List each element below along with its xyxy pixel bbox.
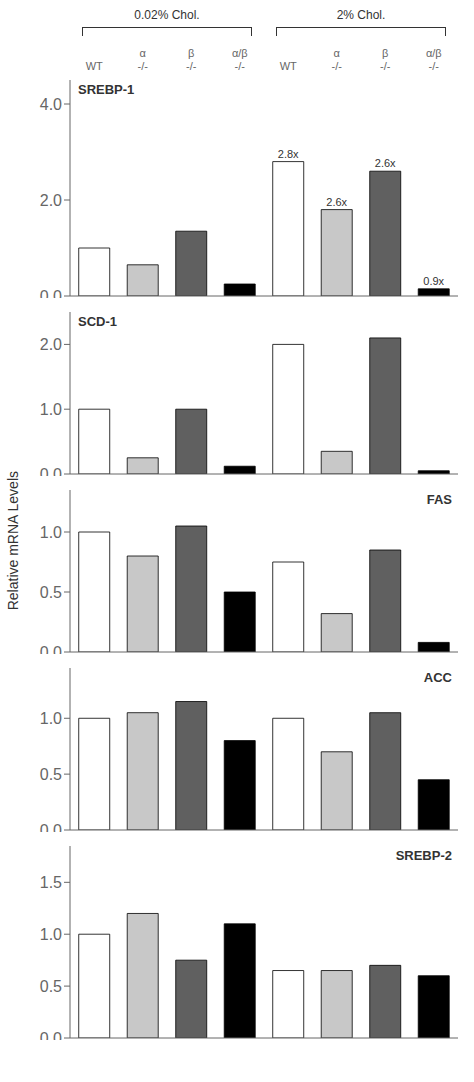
html-text:2% Chol.: 2% Chol. [336,8,386,22]
svg-text:0.0: 0.0 [40,1030,62,1040]
svg-text:1.0: 1.0 [40,710,62,727]
svg-text:WT: WT [86,60,103,72]
svg-text:0.5: 0.5 [40,766,62,783]
svg-text:2.6x: 2.6x [375,157,396,169]
html-text:Relative mRNA Levels: Relative mRNA Levels [5,471,21,611]
svg-text:α/β-/-: α/β-/- [426,47,442,72]
svg-text:α-/-: α-/- [138,47,149,72]
html-text:0.02% Chol.: 0.02% Chol. [134,8,200,22]
svg-text:1.0: 1.0 [40,401,62,418]
svg-text:β-/-: β-/- [380,47,391,72]
html-text:SREBP-1: SREBP-1 [78,82,135,97]
html-text:SCD-1: SCD-1 [78,314,117,329]
svg-text:1.0: 1.0 [40,524,62,541]
svg-text:0.5: 0.5 [40,584,62,601]
svg-text:1.5: 1.5 [40,874,62,891]
svg-text:α/β-/-: α/β-/- [232,47,248,72]
svg-text:0.5: 0.5 [40,978,62,995]
html-text:ACC: ACC [423,670,452,685]
svg-text:4.0: 4.0 [40,96,62,113]
svg-text:0.0: 0.0 [40,822,62,832]
svg-text:0.0: 0.0 [40,466,62,476]
svg-text:0.9x: 0.9x [423,275,444,287]
svg-text:α-/-: α-/- [332,47,343,72]
svg-text:2.8x: 2.8x [278,148,299,160]
html-text:SREBP-2: SREBP-2 [395,848,452,863]
svg-text:2.6x: 2.6x [326,196,347,208]
svg-text:1.0: 1.0 [40,926,62,943]
svg-text:0.0: 0.0 [40,644,62,654]
svg-text:2.0: 2.0 [40,336,62,353]
svg-text:β-/-: β-/- [186,47,197,72]
svg-text:WT: WT [280,60,297,72]
svg-text:2.0: 2.0 [40,192,62,209]
svg-text:0.0: 0.0 [40,288,62,298]
html-text:FAS: FAS [426,492,452,507]
